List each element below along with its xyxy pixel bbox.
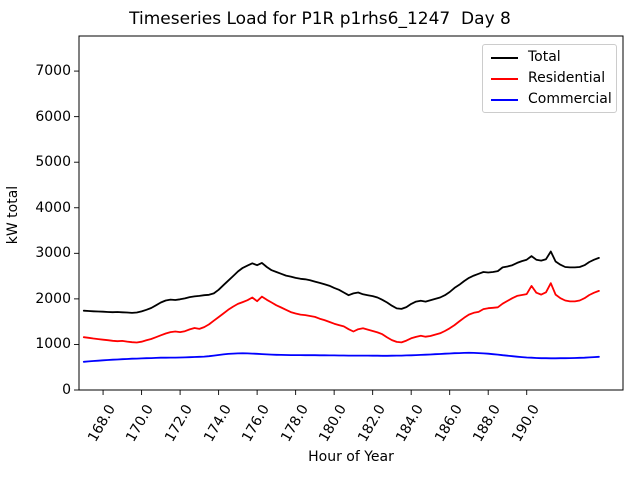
- y-tick-label: 1000: [35, 336, 71, 353]
- legend-entry-total: Total: [491, 47, 608, 68]
- x-axis-label: Hour of Year: [308, 449, 394, 465]
- legend-line-sample-residential: [491, 77, 518, 80]
- y-axis-label: kW total: [5, 185, 21, 245]
- series-line-commercial: [82, 351, 600, 363]
- y-tick-label: 2000: [35, 290, 71, 307]
- legend-entry-residential: Residential: [491, 68, 608, 89]
- series-line-residential: [82, 282, 600, 344]
- legend-line-sample-total: [491, 56, 518, 59]
- y-tick-label: 3000: [35, 245, 71, 262]
- y-tick-label: 0: [62, 382, 71, 398]
- legend-line-sample-commercial: [491, 98, 518, 101]
- axes-frame: [78, 35, 624, 391]
- legend-label-total: Total: [528, 49, 561, 65]
- y-tick-label: 4000: [35, 199, 71, 216]
- legend-label-commercial: Commercial: [528, 91, 612, 107]
- chart-title: Timeseries Load for P1R p1rhs6_1247 Day …: [129, 9, 511, 29]
- legend: Total Residential Commercial: [482, 44, 617, 113]
- y-tick-label: 6000: [35, 108, 71, 125]
- series-line-total: [82, 250, 600, 314]
- legend-entry-commercial: Commercial: [491, 89, 612, 110]
- legend-label-residential: Residential: [528, 70, 606, 86]
- y-tick-label: 5000: [35, 154, 71, 171]
- y-tick-label: 7000: [35, 63, 71, 80]
